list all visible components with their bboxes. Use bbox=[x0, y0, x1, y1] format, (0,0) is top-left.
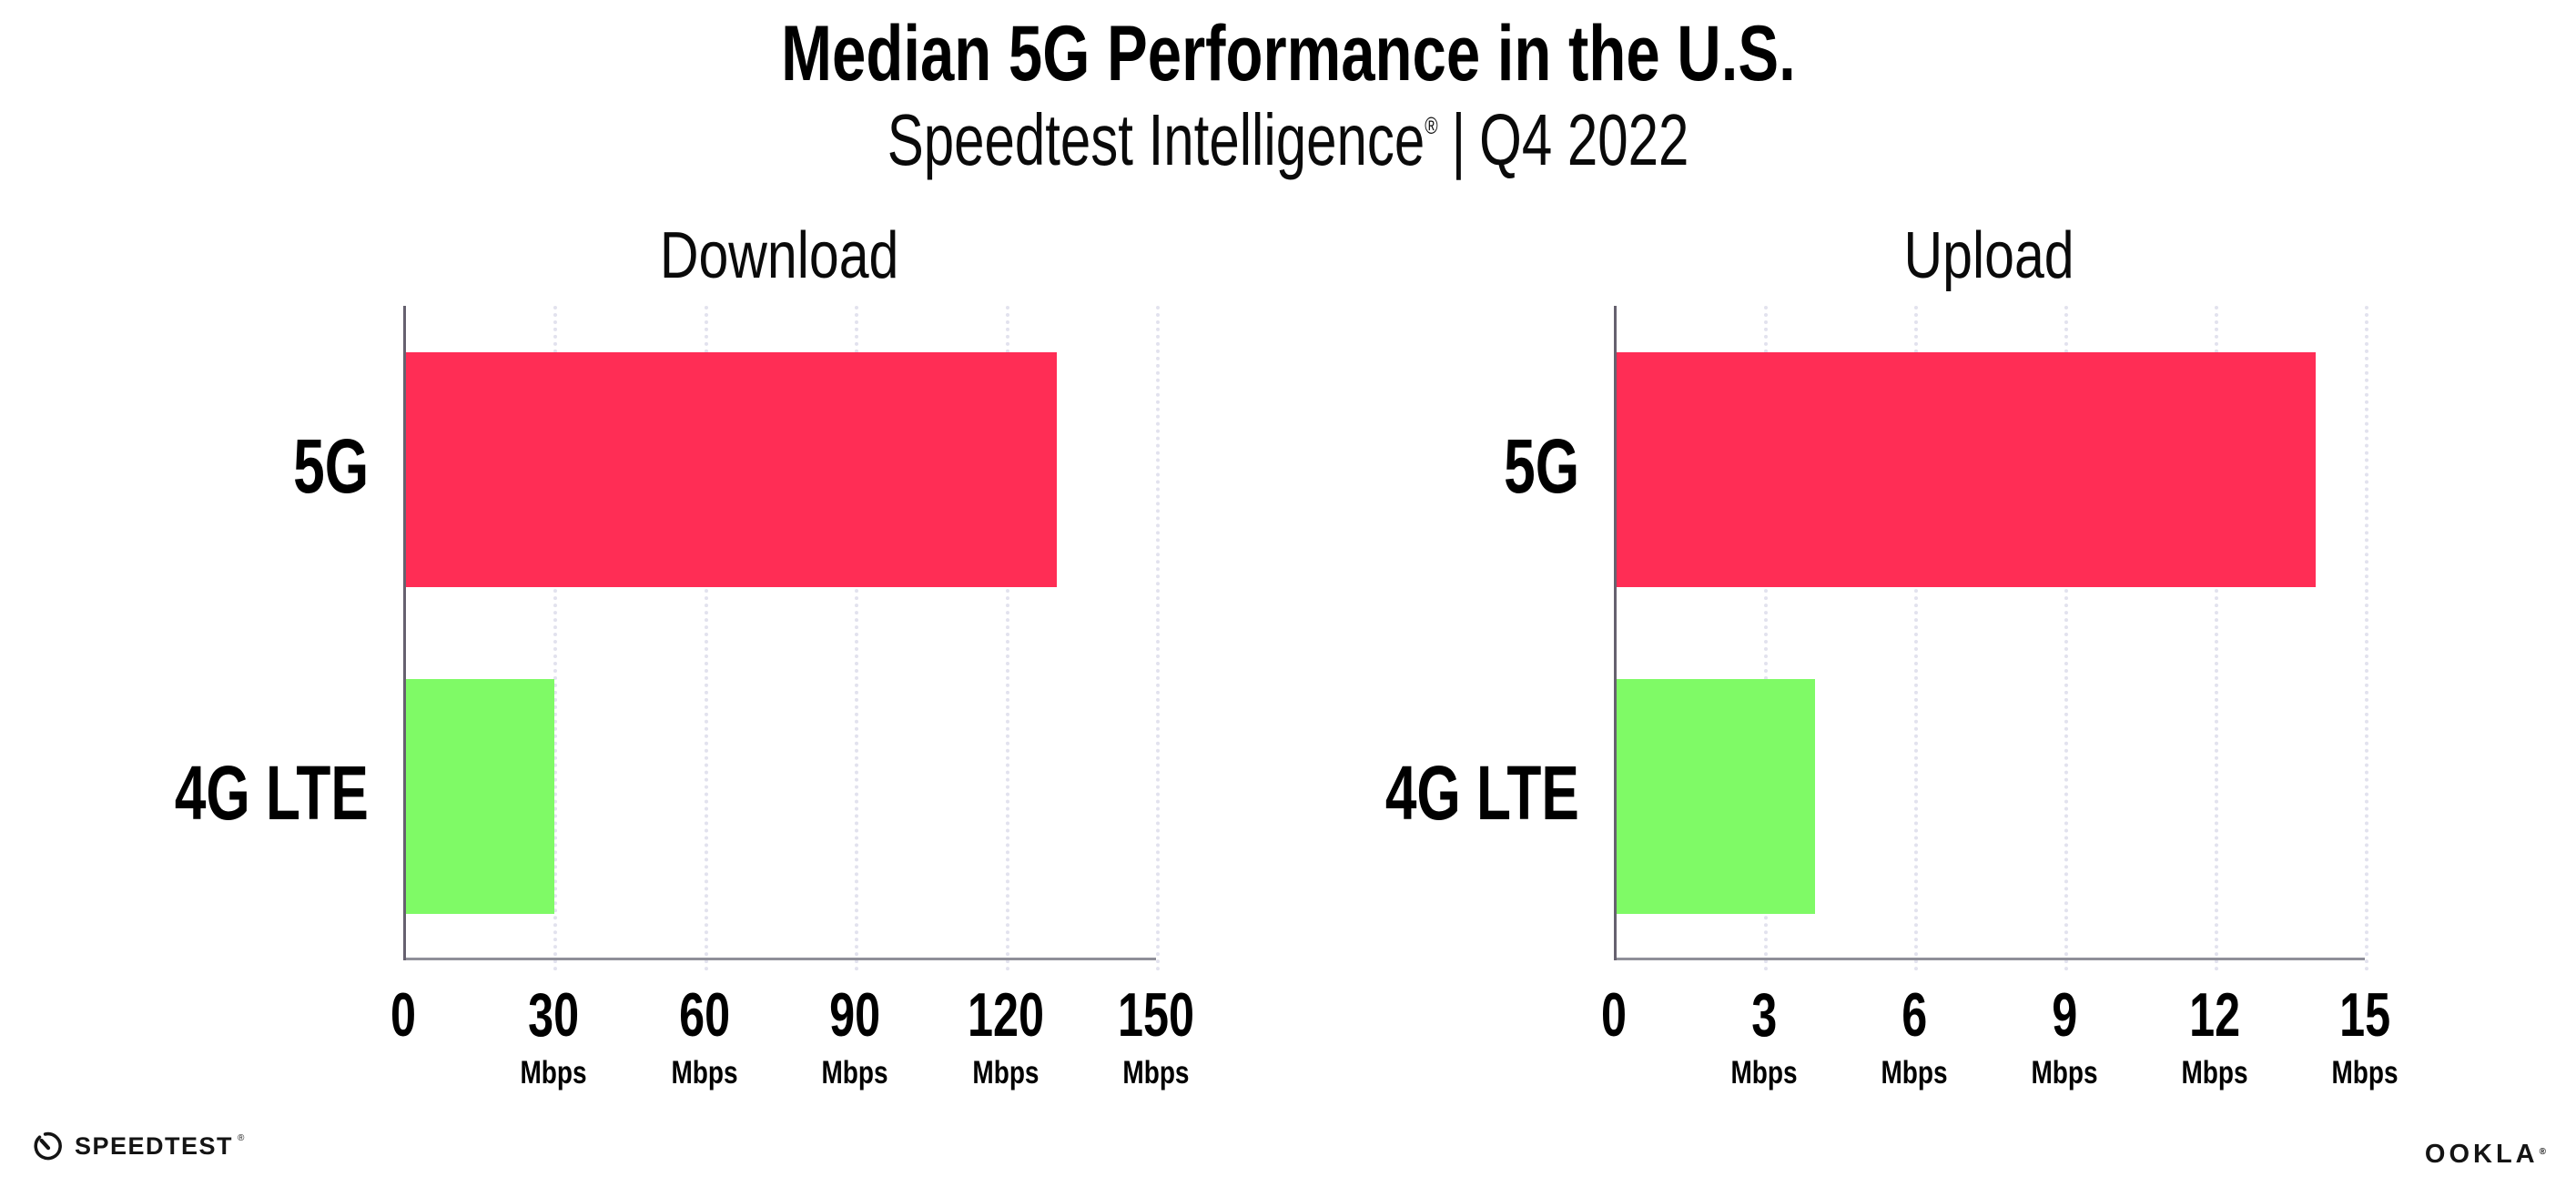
x-axis-line bbox=[1614, 958, 2365, 960]
x-tick-label: 15 Mbps bbox=[2331, 980, 2399, 1090]
x-tick-label: 6 Mbps bbox=[1881, 980, 1948, 1090]
x-tick-label: 150 Mbps bbox=[1118, 980, 1194, 1090]
speedtest-logo: SPEEDTEST ® bbox=[33, 1131, 245, 1161]
gridline bbox=[2365, 306, 2368, 971]
x-tick-label: 12 Mbps bbox=[2181, 980, 2248, 1090]
y-axis-line bbox=[1614, 306, 1617, 960]
x-axis-tick-labels: 0 30 Mbps 60 Mbps 90 Mbps 120 Mbps 150 Mbps bbox=[390, 980, 1194, 1130]
subtitle-brand: Speedtest Intelligence bbox=[887, 99, 1425, 180]
bar-5g-download bbox=[404, 352, 1057, 587]
download-chart: Download 5G 4G LTE 0 30 Mbps 60 Mbps 90 Mbps 12… bbox=[146, 218, 1194, 1138]
ookla-logo: OOKLA® bbox=[2425, 1140, 2549, 1170]
plot-area bbox=[403, 306, 1160, 971]
speedtest-wordmark: SPEEDTEST bbox=[75, 1131, 234, 1160]
x-tick-label: 90 Mbps bbox=[821, 980, 888, 1090]
x-tick-label: 0 bbox=[390, 980, 416, 1050]
y-axis-line bbox=[403, 306, 406, 960]
gridline bbox=[2064, 306, 2068, 971]
upload-chart: Upload 5G 4G LTE 0 3 Mbps 6 Mbps 9 Mbps 12 Mbps 1… bbox=[1356, 218, 2399, 1138]
x-tick-label: 0 bbox=[1601, 980, 1627, 1050]
x-tick-label: 9 Mbps bbox=[2031, 980, 2098, 1090]
gridline bbox=[553, 306, 558, 971]
gridline bbox=[1764, 306, 1768, 971]
speedtest-gauge-icon bbox=[33, 1131, 64, 1161]
page-title: Median 5G Performance in the U.S. bbox=[0, 9, 2576, 99]
gridline bbox=[2215, 306, 2218, 971]
bar-5g-upload bbox=[1615, 352, 2316, 587]
x-tick-label: 3 Mbps bbox=[1730, 980, 1798, 1090]
ookla-registered-mark: ® bbox=[2539, 1147, 2550, 1157]
page-title-text: Median 5G Performance in the U.S. bbox=[780, 10, 1796, 97]
gridline bbox=[855, 306, 859, 971]
chart-title-download: Download bbox=[660, 219, 899, 292]
registered-trademark-symbol: ® bbox=[1425, 112, 1438, 140]
chart-title-upload: Upload bbox=[1903, 219, 2075, 292]
subtitle-period: Q4 2022 bbox=[1479, 99, 1689, 180]
gridline bbox=[1005, 306, 1009, 971]
row-label-5g: 5G bbox=[293, 422, 369, 509]
x-tick-label: 120 Mbps bbox=[967, 980, 1044, 1090]
gridline bbox=[1156, 306, 1160, 971]
speedtest-registered-mark: ® bbox=[238, 1132, 245, 1143]
x-tick-label: 30 Mbps bbox=[520, 980, 587, 1090]
page-subtitle: Speedtest Intelligence® | Q4 2022 bbox=[0, 98, 2576, 182]
x-tick-label: 60 Mbps bbox=[671, 980, 738, 1090]
row-label-4g-lte: 4G LTE bbox=[1385, 749, 1579, 836]
x-axis-tick-labels: 0 3 Mbps 6 Mbps 9 Mbps 12 Mbps 15 Mbps bbox=[1601, 980, 2399, 1130]
gridline bbox=[1914, 306, 1918, 971]
plot-area bbox=[1614, 306, 2368, 971]
bar-4g-lte-download bbox=[404, 679, 555, 914]
gridline bbox=[704, 306, 708, 971]
subtitle-separator: | bbox=[1451, 99, 1466, 180]
x-axis-line bbox=[403, 958, 1156, 960]
ookla-wordmark: OOKLA bbox=[2424, 1140, 2539, 1169]
row-label-4g-lte: 4G LTE bbox=[175, 749, 369, 836]
row-label-5g: 5G bbox=[1504, 422, 1579, 509]
bar-4g-lte-upload bbox=[1615, 679, 1815, 914]
